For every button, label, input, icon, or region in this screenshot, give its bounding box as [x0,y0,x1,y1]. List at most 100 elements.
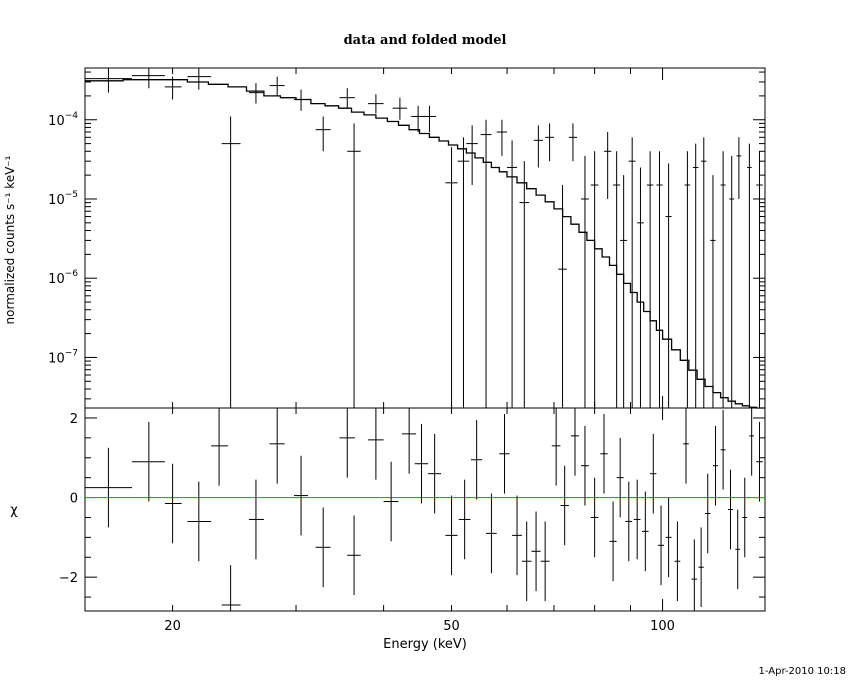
residual-panel-frame [84,407,766,612]
data-point [613,151,621,408]
residual-point [749,408,754,476]
residual-point [269,408,285,484]
data-point [558,185,567,408]
residual-point [691,539,698,611]
residual-point [531,511,541,592]
y-tick-label: 10−6 [48,269,78,287]
data-point [411,105,425,133]
data-point [684,151,691,408]
model-step-path [85,79,765,409]
residual-point [164,463,182,544]
residual-point [735,509,741,590]
spectrum-panel-frame [84,67,766,409]
residual-point [315,507,331,588]
residual-point [642,491,649,572]
residual-point [540,521,550,602]
data-point [293,89,308,111]
x-tick-label: 50 [443,619,460,634]
data-point [665,163,672,408]
data-point [85,68,132,93]
data-point [736,137,742,199]
residual-point [712,425,719,506]
data-point [131,68,165,89]
residual-point [720,409,726,490]
residual-point [458,479,471,560]
spectrum-ticks [85,68,765,408]
data-point [747,143,752,408]
residual-point [248,479,264,560]
data-point [581,155,589,408]
residual-point [657,505,665,586]
residual-point [570,408,580,476]
residual-point [414,423,429,504]
y-tick-label: 10−7 [48,348,78,366]
x-axis-label: Energy (keV) [383,637,467,652]
residual-point [683,408,689,484]
timestamp: 1-Apr-2010 10:18 [759,666,846,677]
residual-point [698,527,704,608]
data-point [519,161,530,408]
y-tick-label: 10−4 [48,111,78,129]
residual-point [756,421,763,502]
data-point [457,137,470,408]
y-axis-label-spectrum: normalized counts s⁻¹ keV⁻¹ [3,155,17,324]
data-point [637,167,644,408]
residual-point [402,408,417,474]
y-tick-label: 2 [70,412,78,427]
data-point [367,94,384,114]
residual-point [600,413,608,494]
data-point [720,151,726,408]
residual-point [187,481,212,562]
data-point [221,116,241,408]
residual-point [512,495,522,576]
residual-point [560,465,569,546]
residual-ytick-labels: 2 0 −2 [59,412,78,586]
data-point [480,119,492,408]
residual-ticks [85,408,765,611]
data-point [445,147,458,408]
data-point [339,88,355,109]
residual-point [633,479,641,560]
data-point [701,137,707,408]
data-point [710,175,716,408]
data-point [248,83,264,104]
residual-point [131,421,165,502]
residual-point [85,447,132,528]
y-tick-label: −2 [59,571,78,586]
residual-point [367,408,384,480]
residual-point [581,425,589,506]
residual-points [85,408,763,611]
residual-point [499,413,510,494]
data-point [315,116,331,152]
residual-point [650,433,657,514]
residual-point [616,437,624,518]
data-point [422,105,436,133]
residual-point [221,565,241,611]
residual-point [728,469,733,550]
residual-point [551,408,561,486]
data-point [646,151,654,408]
residual-point [211,408,229,486]
residual-point [428,433,442,514]
residual-point [665,497,672,578]
data-point [590,151,599,408]
data-point [756,151,763,408]
data-point [603,132,612,199]
residual-point [521,521,532,602]
data-point [347,123,361,408]
data-point [692,143,699,408]
spectrum-ytick-labels: 10−4 10−5 10−6 10−7 [48,111,78,367]
residual-point [625,481,633,562]
residual-point [674,521,681,602]
data-point [533,125,543,168]
residual-point [590,477,599,558]
data-points [85,68,763,408]
residual-point [742,477,748,558]
folded-model-line [85,79,765,409]
data-point [507,140,518,408]
residual-point [486,493,497,574]
x-tick-labels: 20 50 100 [164,619,675,634]
residual-point [445,495,458,576]
data-point [568,123,578,162]
